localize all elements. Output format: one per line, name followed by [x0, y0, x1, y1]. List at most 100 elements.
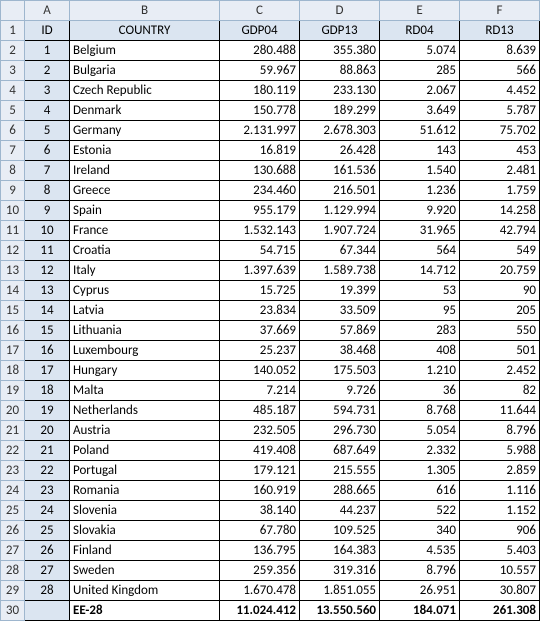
cell-rd04[interactable]: 143: [380, 141, 460, 161]
cell-id[interactable]: [25, 601, 70, 621]
cell-id[interactable]: 28: [25, 581, 70, 601]
cell-country[interactable]: Poland: [70, 441, 220, 461]
cell-gdp04[interactable]: 1.532.143: [220, 221, 300, 241]
cell-country[interactable]: Netherlands: [70, 401, 220, 421]
cell-rd13[interactable]: 30.807: [460, 581, 540, 601]
cell-rd13[interactable]: 2.481: [460, 161, 540, 181]
header-id[interactable]: ID: [25, 21, 70, 41]
cell-country[interactable]: Czech Republic: [70, 81, 220, 101]
cell-rd13[interactable]: 453: [460, 141, 540, 161]
cell-id[interactable]: 9: [25, 201, 70, 221]
cell-country[interactable]: Sweden: [70, 561, 220, 581]
cell-gdp04[interactable]: 38.140: [220, 501, 300, 521]
cell-gdp04[interactable]: 955.179: [220, 201, 300, 221]
cell-gdp13[interactable]: 288.665: [300, 481, 380, 501]
cell-country[interactable]: EE-28: [70, 601, 220, 621]
row-header[interactable]: 21: [1, 421, 25, 441]
cell-rd13[interactable]: 5.787: [460, 101, 540, 121]
row-header[interactable]: 16: [1, 321, 25, 341]
row-header[interactable]: 23: [1, 461, 25, 481]
cell-rd13[interactable]: 5.988: [460, 441, 540, 461]
cell-rd04[interactable]: 1.540: [380, 161, 460, 181]
cell-id[interactable]: 12: [25, 261, 70, 281]
cell-id[interactable]: 2: [25, 61, 70, 81]
cell-id[interactable]: 8: [25, 181, 70, 201]
cell-id[interactable]: 4: [25, 101, 70, 121]
cell-rd13[interactable]: 205: [460, 301, 540, 321]
cell-gdp13[interactable]: 164.383: [300, 541, 380, 561]
cell-country[interactable]: Belgium: [70, 41, 220, 61]
cell-id[interactable]: 20: [25, 421, 70, 441]
cell-country[interactable]: Slovenia: [70, 501, 220, 521]
row-header[interactable]: 11: [1, 221, 25, 241]
row-header[interactable]: 29: [1, 581, 25, 601]
cell-id[interactable]: 25: [25, 521, 70, 541]
cell-country[interactable]: Denmark: [70, 101, 220, 121]
cell-id[interactable]: 3: [25, 81, 70, 101]
cell-rd04[interactable]: 5.074: [380, 41, 460, 61]
cell-country[interactable]: Austria: [70, 421, 220, 441]
cell-rd13[interactable]: 11.644: [460, 401, 540, 421]
cell-rd13[interactable]: 75.702: [460, 121, 540, 141]
row-header[interactable]: 8: [1, 161, 25, 181]
cell-id[interactable]: 14: [25, 301, 70, 321]
cell-country[interactable]: Finland: [70, 541, 220, 561]
col-header-B[interactable]: B: [70, 1, 220, 21]
cell-gdp04[interactable]: 25.237: [220, 341, 300, 361]
cell-gdp13[interactable]: 13.550.560: [300, 601, 380, 621]
cell-country[interactable]: Spain: [70, 201, 220, 221]
cell-gdp13[interactable]: 161.536: [300, 161, 380, 181]
cell-rd13[interactable]: 8.639: [460, 41, 540, 61]
cell-rd04[interactable]: 522: [380, 501, 460, 521]
cell-id[interactable]: 21: [25, 441, 70, 461]
cell-id[interactable]: 17: [25, 361, 70, 381]
cell-gdp13[interactable]: 1.589.738: [300, 261, 380, 281]
cell-rd13[interactable]: 82: [460, 381, 540, 401]
cell-country[interactable]: Romania: [70, 481, 220, 501]
col-header-D[interactable]: D: [300, 1, 380, 21]
cell-country[interactable]: Estonia: [70, 141, 220, 161]
cell-rd04[interactable]: 564: [380, 241, 460, 261]
cell-rd04[interactable]: 8.768: [380, 401, 460, 421]
cell-rd13[interactable]: 90: [460, 281, 540, 301]
cell-rd04[interactable]: 14.712: [380, 261, 460, 281]
cell-rd13[interactable]: 2.452: [460, 361, 540, 381]
cell-rd04[interactable]: 1.236: [380, 181, 460, 201]
cell-rd04[interactable]: 53: [380, 281, 460, 301]
row-header[interactable]: 25: [1, 501, 25, 521]
cell-rd04[interactable]: 283: [380, 321, 460, 341]
row-header[interactable]: 2: [1, 41, 25, 61]
cell-rd13[interactable]: 10.557: [460, 561, 540, 581]
row-header[interactable]: 18: [1, 361, 25, 381]
cell-rd13[interactable]: 1.116: [460, 481, 540, 501]
cell-rd04[interactable]: 5.054: [380, 421, 460, 441]
cell-rd04[interactable]: 2.332: [380, 441, 460, 461]
cell-id[interactable]: 19: [25, 401, 70, 421]
row-header[interactable]: 1: [1, 21, 25, 41]
row-header[interactable]: 14: [1, 281, 25, 301]
row-header[interactable]: 15: [1, 301, 25, 321]
cell-gdp04[interactable]: 1.397.639: [220, 261, 300, 281]
cell-country[interactable]: United Kingdom: [70, 581, 220, 601]
cell-gdp13[interactable]: 1.129.994: [300, 201, 380, 221]
cell-rd04[interactable]: 36: [380, 381, 460, 401]
cell-gdp04[interactable]: 1.670.478: [220, 581, 300, 601]
row-header[interactable]: 12: [1, 241, 25, 261]
select-all-corner[interactable]: [1, 1, 25, 21]
cell-gdp04[interactable]: 180.119: [220, 81, 300, 101]
cell-rd13[interactable]: 14.258: [460, 201, 540, 221]
cell-rd13[interactable]: 20.759: [460, 261, 540, 281]
cell-rd04[interactable]: 9.920: [380, 201, 460, 221]
cell-gdp13[interactable]: 57.869: [300, 321, 380, 341]
cell-country[interactable]: Italy: [70, 261, 220, 281]
cell-id[interactable]: 1: [25, 41, 70, 61]
cell-rd04[interactable]: 95: [380, 301, 460, 321]
cell-gdp13[interactable]: 189.299: [300, 101, 380, 121]
cell-gdp13[interactable]: 233.130: [300, 81, 380, 101]
cell-gdp04[interactable]: 150.778: [220, 101, 300, 121]
cell-rd04[interactable]: 408: [380, 341, 460, 361]
cell-gdp04[interactable]: 2.131.997: [220, 121, 300, 141]
cell-rd13[interactable]: 1.152: [460, 501, 540, 521]
cell-country[interactable]: Latvia: [70, 301, 220, 321]
cell-gdp04[interactable]: 232.505: [220, 421, 300, 441]
